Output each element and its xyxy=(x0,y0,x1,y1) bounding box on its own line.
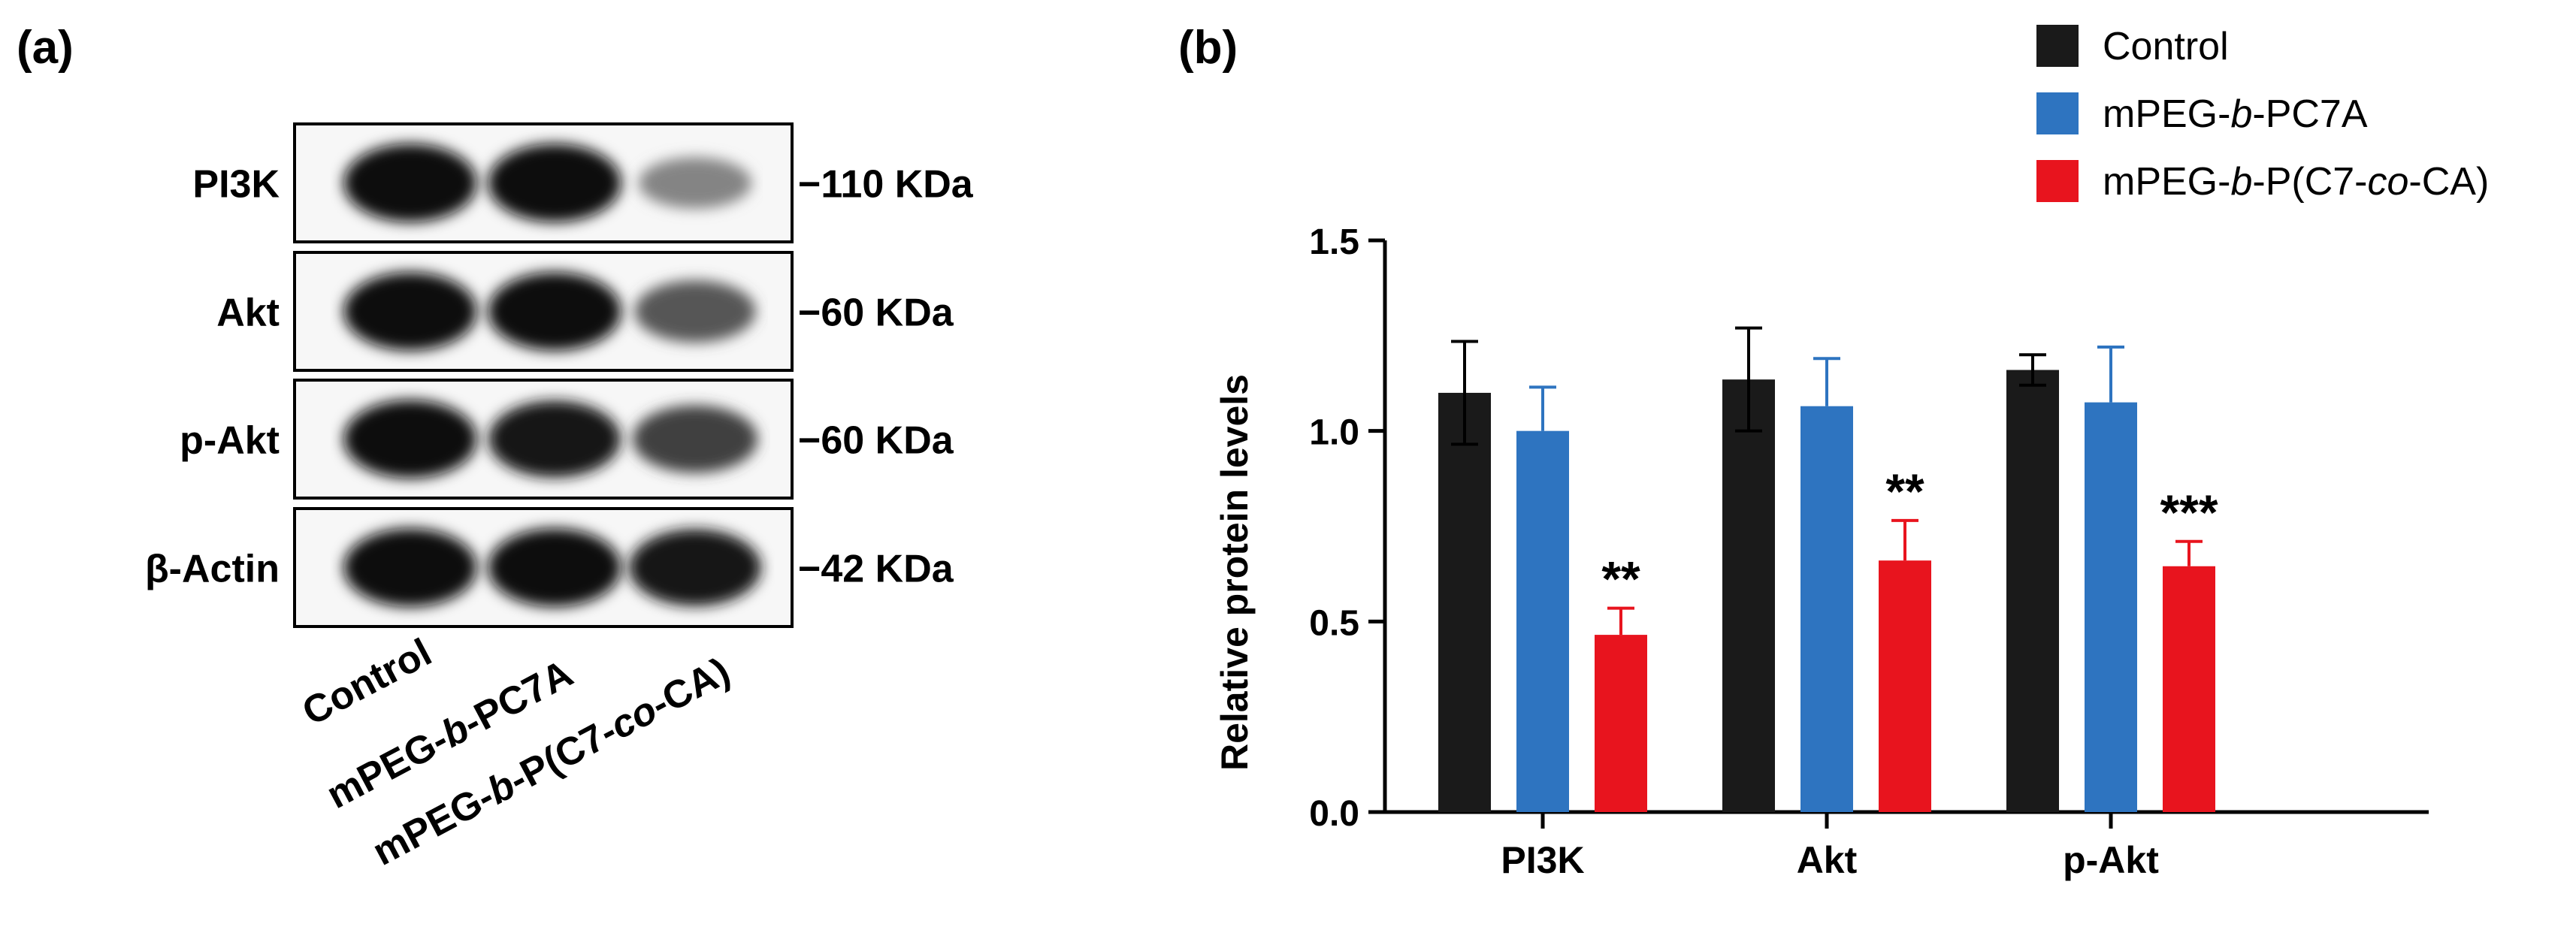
bar xyxy=(1800,406,1853,812)
blot-band xyxy=(343,400,477,479)
blot-row-label: β-Actin xyxy=(145,548,280,591)
blot-band xyxy=(343,528,477,607)
panel-b-label: (b) xyxy=(1178,22,1238,74)
legend-swatch xyxy=(2036,92,2079,134)
lane-label: Control xyxy=(295,630,438,734)
legend-swatch xyxy=(2036,25,2079,67)
bar xyxy=(1722,379,1775,813)
blot-band xyxy=(488,528,621,607)
blot-band xyxy=(638,157,752,209)
blot-row-label: Akt xyxy=(216,291,280,335)
bar xyxy=(1438,392,1491,812)
bar xyxy=(2163,566,2215,812)
molecular-weight-marker: −42 KDa xyxy=(798,548,954,591)
blot-band xyxy=(629,529,761,606)
x-tick-label: p-Akt xyxy=(2063,839,2159,881)
blot-row--actin: β-Actin −42 KDa xyxy=(145,507,954,628)
blot-band xyxy=(634,280,756,343)
blot-band xyxy=(343,272,477,351)
bar xyxy=(2006,370,2059,812)
blot-row-label: p-Akt xyxy=(180,419,280,463)
y-tick-label: 0.5 xyxy=(1309,603,1359,643)
y-axis-title: Relative protein levels xyxy=(1214,374,1256,771)
y-tick-label: 0.0 xyxy=(1309,794,1359,834)
molecular-weight-marker: −60 KDa xyxy=(798,291,954,335)
chart-legend: Control mPEG-b-PC7A mPEG-b-P(C7-co-CA) xyxy=(2036,25,2489,204)
blot-band xyxy=(632,405,758,473)
blot-band xyxy=(488,143,621,222)
blot-band xyxy=(343,143,477,222)
significance-marker: *** xyxy=(2160,485,2218,540)
molecular-weight-marker: −60 KDa xyxy=(798,419,954,463)
bar xyxy=(1879,560,1931,812)
western-blot-panel: (a) PI3K −110 KDa Akt −60 KDa p-Akt −60 KDa β-… xyxy=(17,22,974,874)
significance-marker: ** xyxy=(1601,551,1640,607)
molecular-weight-marker: −110 KDa xyxy=(798,163,974,207)
x-tick-label: PI3K xyxy=(1501,839,1584,881)
bar-chart-panel: (b) Relative protein levels 0.0 0.5 1.0 1.5… xyxy=(1178,22,2489,881)
bar xyxy=(1516,430,1569,812)
bar xyxy=(2085,402,2137,812)
blot-row-akt: Akt −60 KDa xyxy=(216,251,954,372)
legend-entry-label: mPEG-b-PC7A xyxy=(2103,92,2368,136)
bar xyxy=(1595,635,1647,812)
panel-a-label: (a) xyxy=(17,22,74,74)
blot-row-p-akt: p-Akt −60 KDa xyxy=(180,379,954,500)
legend-entry-label: Control xyxy=(2103,25,2229,68)
blot-band xyxy=(488,400,621,478)
legend-entry-label: mPEG-b-P(C7-co-CA) xyxy=(2103,160,2489,204)
legend-swatch xyxy=(2036,160,2079,202)
y-tick-label: 1.5 xyxy=(1309,222,1359,262)
blot-band xyxy=(488,272,621,351)
blot-row-pi3k: PI3K −110 KDa xyxy=(192,122,974,243)
y-tick-label: 1.0 xyxy=(1309,413,1359,453)
x-tick-label: Akt xyxy=(1797,839,1858,881)
significance-marker: ** xyxy=(1885,463,1924,519)
blot-row-label: PI3K xyxy=(192,163,280,207)
